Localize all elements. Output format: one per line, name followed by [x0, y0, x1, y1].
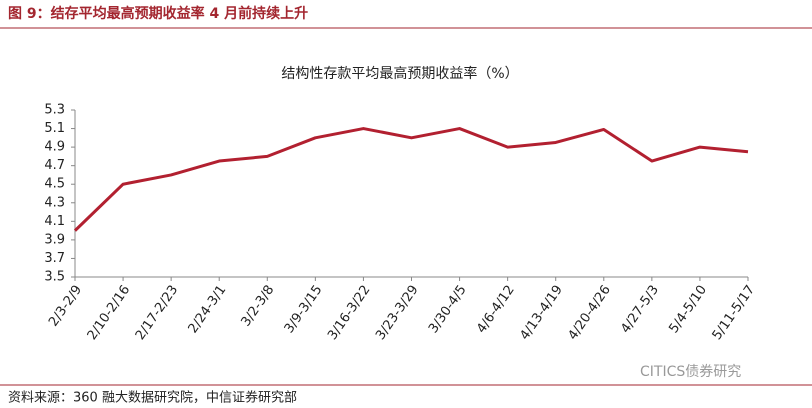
y-tick-label: 3.7	[44, 251, 65, 266]
y-tick-label: 4.3	[44, 195, 65, 210]
x-tick-label: 3/16-3/22	[325, 283, 373, 343]
y-tick-label: 3.5	[44, 270, 65, 285]
x-tick-label: 2/17-2/23	[133, 283, 181, 343]
y-tick-label: 4.9	[44, 140, 65, 155]
x-tick-label: 3/2-3/8	[238, 283, 277, 330]
y-tick-label: 4.5	[44, 177, 65, 192]
x-tick-label: 5/4-5/10	[666, 283, 710, 337]
y-tick-label: 5.1	[44, 121, 65, 136]
chart-title: 结构性存款平均最高预期收益率（%）	[281, 65, 518, 82]
x-tick-label: 3/9-3/15	[282, 283, 326, 337]
x-tick-label: 3/23-3/29	[373, 283, 421, 343]
x-tick-label: 2/3-2/9	[46, 283, 85, 330]
x-tick-label: 4/13-4/19	[517, 283, 565, 343]
y-tick-label: 4.7	[44, 158, 65, 173]
y-tick-label: 4.1	[44, 214, 65, 229]
figure-caption: 图 9：结存平均最高预期收益率 4 月前持续上升	[8, 5, 308, 22]
x-tick-label: 4/6-4/12	[474, 283, 518, 337]
x-tick-label: 3/30-4/5	[426, 283, 470, 337]
x-tick-label: 5/11-5/17	[710, 283, 758, 343]
x-tick-label: 4/20-4/26	[565, 283, 613, 343]
x-tick-label: 2/10-2/16	[85, 283, 133, 343]
x-tick-label: 4/27-5/3	[618, 283, 662, 337]
line-series	[73, 127, 749, 232]
y-tick-label: 3.9	[44, 232, 65, 247]
y-tick-label: 5.3	[44, 103, 65, 118]
source: 资料来源：360 融大数据研究院，中信证券研究部	[8, 390, 297, 406]
watermark: CITICS债券研究	[640, 364, 741, 380]
x-tick-label: 2/24-3/1	[186, 283, 230, 337]
